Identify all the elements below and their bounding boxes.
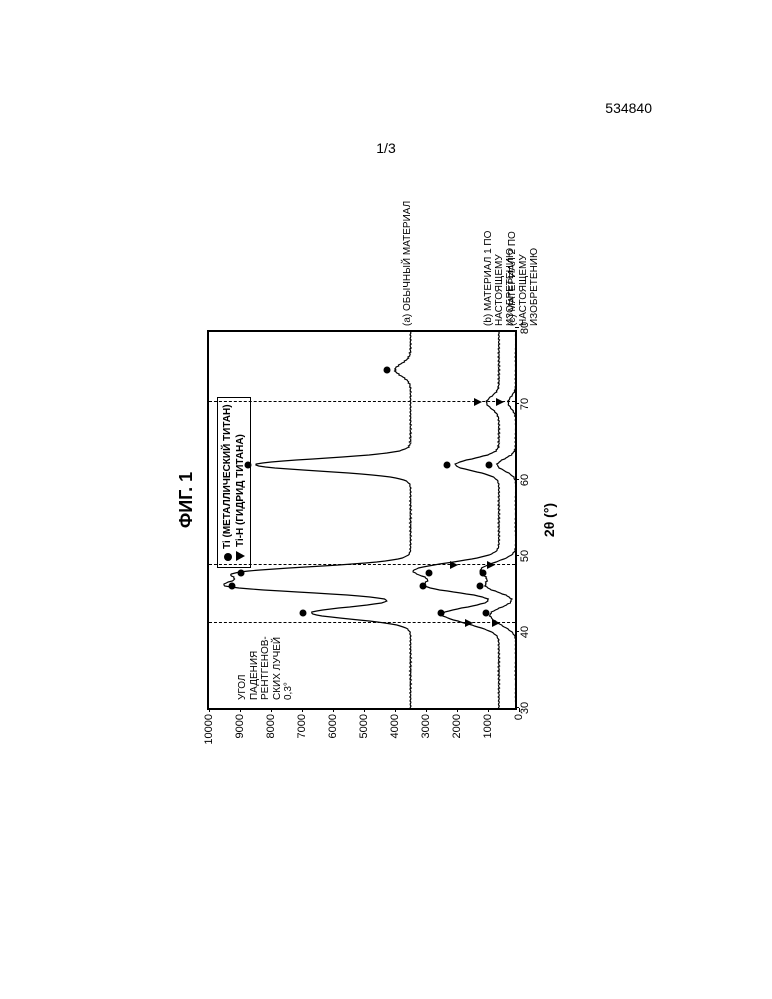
side-label-b-line1: (b) МАТЕРИАЛ 1 ПО НАСТОЯЩЕМУ — [483, 200, 505, 326]
triangle-marker-icon — [474, 398, 482, 406]
side-label-c: (c) МАТЕРИАЛ 2 ПО НАСТОЯЩЕМУ ИЗОБРЕТЕНИЮ — [507, 200, 540, 326]
circle-marker-icon — [384, 366, 391, 373]
chart-area: ИНТЕНСИВНОСТЬ РЕНТГЕНОВСКОЙ ДИФРАКЦИИ (a… — [207, 200, 547, 760]
doc-id: 534840 — [605, 100, 652, 116]
y-tick-label: 2000 — [451, 708, 463, 738]
xrd-curve-c — [480, 332, 515, 708]
circle-marker-icon — [244, 461, 251, 468]
y-tick-label: 9000 — [234, 708, 246, 738]
curve-container — [209, 332, 515, 708]
triangle-marker-icon — [465, 618, 473, 626]
figure-container: ФИГ. 1 ИНТЕНСИВНОСТЬ РЕНТГЕНОВСКОЙ ДИФРА… — [176, 190, 596, 810]
circle-marker-icon — [229, 582, 236, 589]
y-tick-label: 10000 — [203, 708, 215, 745]
side-label-c-line2: ИЗОБРЕТЕНИЮ — [529, 200, 540, 326]
triangle-marker-icon — [492, 618, 500, 626]
page-number: 1/3 — [376, 140, 395, 156]
circle-marker-icon — [480, 569, 487, 576]
reference-line — [209, 401, 515, 402]
figure-title: ФИГ. 1 — [176, 190, 197, 810]
triangle-marker-icon — [487, 561, 495, 569]
side-label-c-line1: (c) МАТЕРИАЛ 2 ПО НАСТОЯЩЕМУ — [507, 200, 529, 326]
circle-marker-icon — [425, 569, 432, 576]
y-tick-label: 3000 — [420, 708, 432, 738]
plot-box: УГОЛ ПАДЕНИЯ РЕНТГЕНОВ- СКИХ ЛУЧЕЙ 0,3° … — [207, 330, 517, 710]
y-tick-label: 5000 — [358, 708, 370, 738]
y-tick-label: 8000 — [265, 708, 277, 738]
circle-marker-icon — [486, 461, 493, 468]
circle-marker-icon — [444, 461, 451, 468]
triangle-marker-icon — [496, 398, 504, 406]
circle-marker-icon — [483, 609, 490, 616]
circle-marker-icon — [300, 609, 307, 616]
side-label-a: (a) ОБЫЧНЫЙ МАТЕРИАЛ — [402, 200, 413, 325]
triangle-marker-icon — [450, 561, 458, 569]
x-axis-label: 2θ (°) — [541, 502, 557, 536]
circle-marker-icon — [438, 609, 445, 616]
y-tick-label: 7000 — [296, 708, 308, 738]
y-tick-label: 4000 — [389, 708, 401, 738]
xrd-curves-svg — [209, 332, 515, 708]
reference-line — [209, 564, 515, 565]
circle-marker-icon — [477, 582, 484, 589]
xrd-curve-b — [413, 332, 500, 708]
xrd-curve-a — [224, 332, 411, 708]
y-tick-label: 1000 — [482, 708, 494, 738]
circle-marker-icon — [238, 569, 245, 576]
y-tick-label: 6000 — [327, 708, 339, 738]
circle-marker-icon — [419, 582, 426, 589]
